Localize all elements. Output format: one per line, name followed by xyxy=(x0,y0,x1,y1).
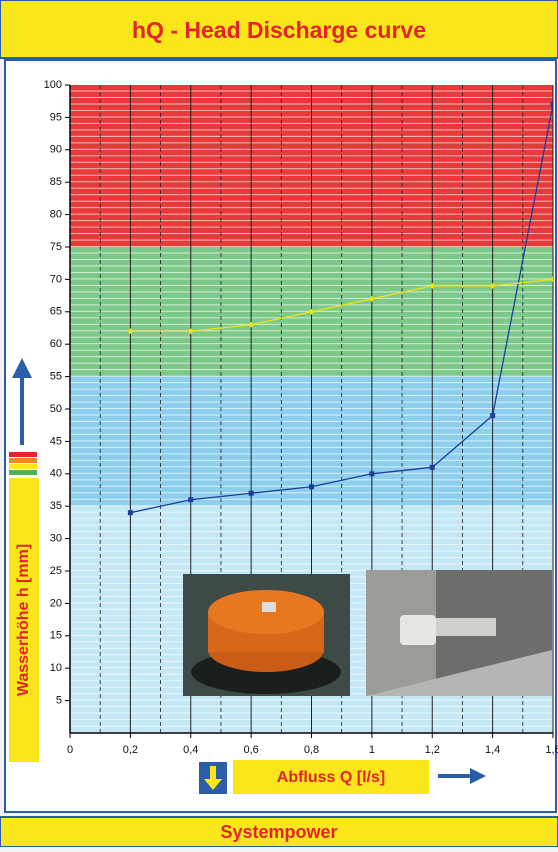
point xyxy=(248,321,255,328)
y-tick-label: 95 xyxy=(50,111,62,123)
point xyxy=(187,328,194,335)
y-tick-label: 45 xyxy=(50,435,62,447)
y-tick-label: 25 xyxy=(50,565,62,577)
y-tick-label: 50 xyxy=(50,403,62,415)
point xyxy=(429,464,435,470)
y-tick-label: 5 xyxy=(56,695,62,707)
series-line xyxy=(130,278,553,332)
title-bar xyxy=(0,0,558,59)
plot xyxy=(127,101,553,516)
chart-title: hQ - Head Discharge curve xyxy=(132,17,426,43)
x-tick-label: 1,6 xyxy=(545,744,558,756)
point xyxy=(248,490,254,496)
point xyxy=(489,282,496,289)
y-tick-label: 80 xyxy=(50,209,62,221)
y-tick-label: 35 xyxy=(50,500,62,512)
legend-strip xyxy=(9,470,37,475)
y-axis-label: Wasserhöhe h [mm] xyxy=(15,544,32,696)
point xyxy=(550,101,553,107)
point xyxy=(369,471,375,477)
x-tick-label: 1,4 xyxy=(485,744,500,756)
y-tick-label: 85 xyxy=(50,176,62,188)
x-tick-label: 0,4 xyxy=(183,744,198,756)
y-tick-label: 10 xyxy=(50,662,62,674)
point xyxy=(308,308,315,315)
y-tick-label: 65 xyxy=(50,306,62,318)
legend-strip xyxy=(9,458,37,463)
point xyxy=(188,497,194,503)
y-tick-label: 100 xyxy=(44,79,62,91)
y-arrow-head xyxy=(12,358,32,378)
x-tick-label: 1 xyxy=(369,744,375,756)
y-tick-label: 30 xyxy=(50,533,62,545)
y-tick-label: 70 xyxy=(50,273,62,285)
y-tick-label: 20 xyxy=(50,597,62,609)
x-arrow-head xyxy=(470,768,486,784)
legend-strip xyxy=(9,464,37,469)
x-label-box xyxy=(233,760,429,794)
y-tick-label: 60 xyxy=(50,338,62,350)
x-icon-arrow-head xyxy=(204,779,222,790)
y-tick-label: 55 xyxy=(50,371,62,383)
y-tick-label: 40 xyxy=(50,468,62,480)
point xyxy=(490,412,496,418)
point xyxy=(368,295,375,302)
point xyxy=(429,282,436,289)
x-tick-label: 0,2 xyxy=(123,744,138,756)
x-tick-label: 0,8 xyxy=(304,744,319,756)
point xyxy=(127,510,133,516)
footer: Systempower xyxy=(220,822,337,842)
point xyxy=(550,276,553,283)
x-axis-label: Abfluss Q [l/s] xyxy=(277,769,385,786)
x-tick-label: 1,2 xyxy=(425,744,440,756)
y-tick-label: 75 xyxy=(50,241,62,253)
y-tick-label: 90 xyxy=(50,144,62,156)
legend-strip xyxy=(9,452,37,457)
point xyxy=(127,328,134,335)
series-line xyxy=(130,104,553,514)
ticks: 0 0,2 0,4 0,6 0,8 1 1,2 1,4 1,6 5 10 15 20 25 30 35 40 45… xyxy=(44,79,558,756)
y-tick-label: 15 xyxy=(50,630,62,642)
x-tick-label: 0 xyxy=(67,744,73,756)
photo-lab xyxy=(366,570,552,696)
x-tick-label: 0,6 xyxy=(243,744,258,756)
y-label-box xyxy=(9,478,39,762)
x-icon-arrow xyxy=(210,766,216,780)
point xyxy=(309,484,314,490)
photo-device xyxy=(183,574,350,696)
